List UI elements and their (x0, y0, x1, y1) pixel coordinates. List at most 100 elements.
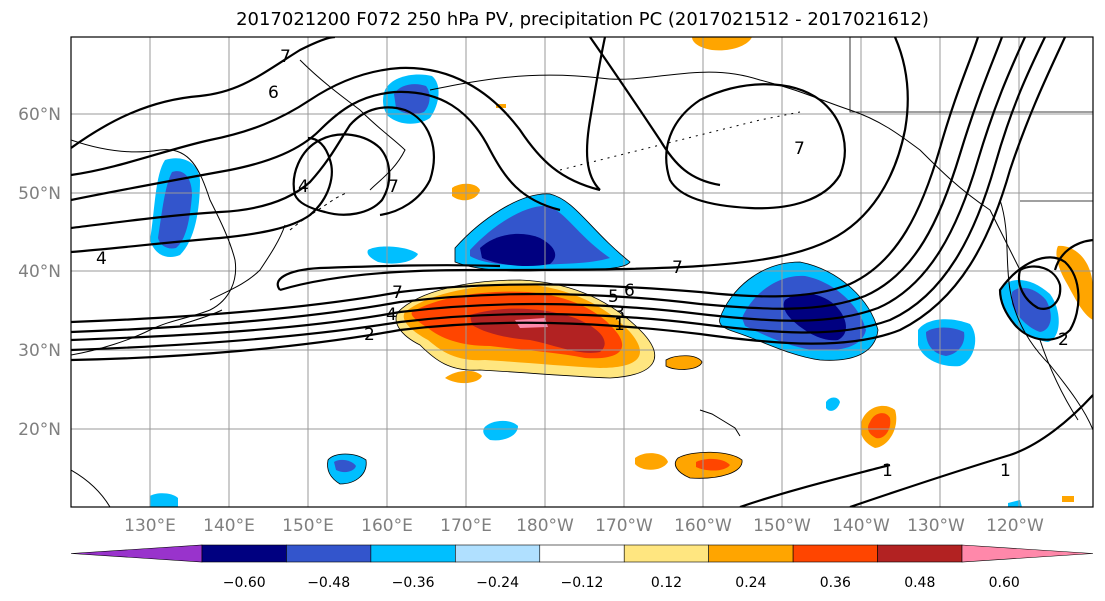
latitude-label: 60°N (18, 105, 61, 125)
colorbar-tick-label: −0.24 (476, 575, 519, 591)
outline-negative-east (719, 261, 879, 361)
colorbar (70, 544, 1094, 563)
colorbar-tick-label: 0.36 (820, 575, 851, 591)
pv-contour-14 (665, 83, 846, 210)
pv-contour-12 (71, 136, 333, 254)
longitude-label: 170°E (440, 516, 492, 536)
positive-anomaly-central-darkred (470, 308, 605, 353)
contour-label: 2 (1058, 330, 1069, 350)
contour-label: 4 (96, 249, 107, 269)
coast-japan (179, 224, 286, 326)
latitude-label: 40°N (18, 262, 61, 282)
pv-contour-19 (1053, 238, 1093, 271)
positive-anomaly-1 (445, 370, 482, 384)
colorbar-extend-max (961, 544, 1094, 563)
contour-label: 6 (268, 83, 279, 103)
pv-contour-6 (279, 37, 909, 292)
pv-contour-2 (71, 37, 1046, 352)
colorbar-tick-label: −0.12 (561, 575, 604, 591)
coast-north-america (999, 199, 1093, 431)
contour-label: 4 (386, 305, 397, 325)
longitude-axis: 130°E 140°E 150°E 160°E 170°E 180°W 170°… (124, 516, 1044, 536)
longitude-label: 150°E (282, 516, 334, 536)
pv-contour-16 (585, 37, 607, 191)
pv-contours (71, 37, 1093, 507)
coast-kurils (289, 191, 349, 231)
latitude-axis: 60°N 50°N 40°N 30°N 20°N (18, 105, 61, 440)
pv-contour-4 (71, 37, 1004, 334)
colorbar-segment (455, 544, 541, 563)
pv-contour-17 (998, 256, 1080, 341)
contour-label: 1 (614, 315, 625, 335)
longitude-label: 140°E (203, 516, 255, 536)
outline-positive-5 (674, 451, 743, 479)
contour-label: 1 (1000, 461, 1011, 481)
colorbar-segment (623, 544, 709, 563)
colorbar-tick-labels: −0.60 −0.48 −0.36 −0.24 −0.12 0.12 0.24 0.36 0.4… (223, 575, 1020, 591)
longitude-label: 160°E (361, 516, 413, 536)
contour-label: 5 (608, 287, 619, 307)
longitude-label: 170°W (595, 516, 653, 536)
positive-anomaly-5-red (696, 458, 730, 471)
pv-contour-13 (292, 133, 391, 216)
negative-anomaly-central-navy (480, 233, 556, 266)
longitude-label: 160°W (674, 516, 732, 536)
positive-anomaly-9 (1062, 496, 1074, 502)
latitude-label: 20°N (18, 420, 61, 440)
colorbar-tick-label: 0.12 (651, 575, 682, 591)
negative-anomaly-2-blue (926, 327, 965, 356)
colorbar-segment (201, 544, 287, 563)
colorbar-segment (792, 544, 878, 563)
positive-anomaly-3 (666, 355, 702, 370)
pv-contour-18 (1017, 265, 1062, 310)
contour-label: 3 (614, 303, 625, 323)
contour-label: 7 (388, 177, 399, 197)
colorbar-extend-min (70, 544, 203, 563)
positive-anomaly-6-red (868, 413, 891, 439)
colorbar-tick-label: 0.24 (735, 575, 766, 591)
negative-anomaly-6 (150, 493, 178, 507)
latitude-label: 30°N (18, 341, 61, 361)
colorbar-segment (370, 544, 456, 563)
negative-anomaly-1 (367, 246, 418, 264)
longitude-label: 150°W (753, 516, 811, 536)
colorbar-tick-label: −0.36 (392, 575, 435, 591)
outline-negative-4 (327, 453, 367, 485)
positive-anomaly-8 (1056, 245, 1093, 320)
longitude-label: 140°W (832, 516, 890, 536)
coast-baja (1039, 339, 1079, 421)
contour-label: 6 (624, 281, 635, 301)
pv-contour-1 (71, 37, 1067, 362)
pv-contour-5 (71, 37, 980, 324)
pv-contour-10 (71, 90, 561, 212)
longitude-label: 180°W (516, 516, 574, 536)
contour-label: 2 (364, 325, 375, 345)
pv-contour-21 (739, 463, 891, 507)
longitude-label: 120°W (986, 516, 1044, 536)
pv-contour-15 (589, 37, 721, 187)
chart-title: 2017021200 F072 250 hPa PV, precipitatio… (236, 9, 929, 30)
pv-contour-9 (71, 66, 601, 192)
negative-anomaly-4-blue (334, 459, 356, 473)
map-frame (70, 36, 1094, 508)
colorbar-tick-label: −0.60 (223, 575, 266, 591)
precipitation-outlines (327, 193, 879, 485)
colorbar-segment (286, 544, 372, 563)
contour-label: 4 (298, 177, 309, 197)
contour-label: 7 (280, 47, 291, 67)
colorbar-segment (708, 544, 794, 563)
coast-asia-east (71, 139, 237, 356)
pv-contour-11 (71, 106, 435, 230)
pv-contour-7 (276, 264, 501, 291)
negative-anomaly-west-blue (158, 171, 192, 249)
pv-contour-3 (71, 37, 1027, 342)
colorbar-segment (539, 544, 625, 563)
contour-label: 1 (882, 461, 893, 481)
negative-anomaly-3-blue (1012, 287, 1051, 332)
positive-anomaly-4 (635, 453, 668, 470)
outline-negative-central (454, 193, 631, 272)
outline-positive-3 (665, 355, 703, 370)
outline-positive-central (395, 279, 656, 379)
latitude-label: 50°N (18, 184, 61, 204)
